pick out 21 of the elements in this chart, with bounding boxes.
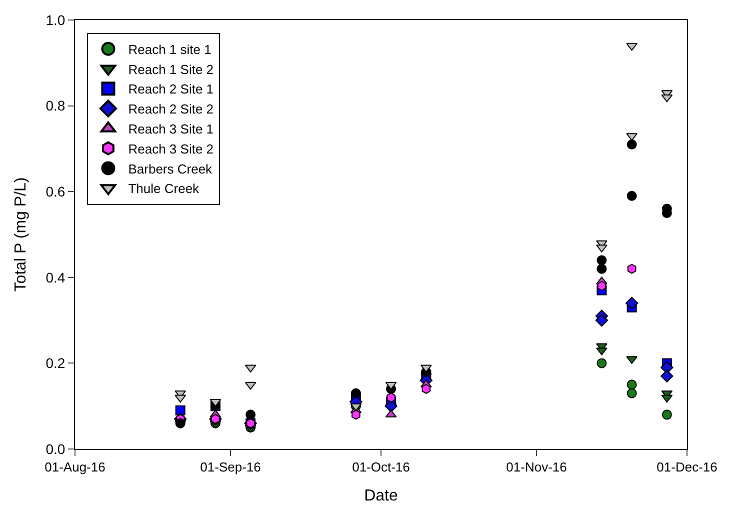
y-tick-label: 0.2	[46, 355, 66, 372]
legend-label: Reach 2 Site 1	[128, 82, 214, 97]
y-tick-label: 1.0	[46, 12, 66, 28]
x-axis-title: Date	[364, 487, 398, 504]
legend-label: Reach 2 Site 2	[128, 102, 214, 117]
legend-label: Thule Creek	[128, 181, 200, 196]
legend-label: Reach 3 Site 1	[128, 121, 214, 136]
legend-label: Reach 1 site 1	[128, 42, 212, 57]
legend-label: Reach 1 Site 2	[128, 62, 214, 77]
x-tick-label: 01-Aug-16	[44, 460, 106, 475]
x-tick-label: 01-Sep-16	[200, 460, 261, 475]
x-tick-label: 01-Oct-16	[352, 460, 410, 475]
x-tick-label: 01-Nov-16	[506, 460, 567, 475]
y-tick-label: 0.8	[46, 98, 66, 114]
legend-label: Barbers Creek	[128, 161, 213, 176]
legend-label: Reach 3 Site 2	[128, 141, 214, 156]
x-tick-label: 01-Dec-16	[656, 460, 718, 475]
y-tick-label: 0.4	[46, 269, 66, 286]
y-tick-label: 0.0	[46, 440, 66, 457]
y-tick-label: 0.6	[46, 184, 66, 200]
y-axis-title: Total P (mg P/L)	[12, 177, 30, 292]
